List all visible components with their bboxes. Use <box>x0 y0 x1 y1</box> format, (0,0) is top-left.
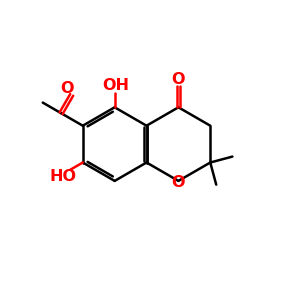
Text: HO: HO <box>49 169 76 184</box>
Text: OH: OH <box>103 78 130 93</box>
Text: O: O <box>172 72 185 87</box>
Text: O: O <box>61 81 74 96</box>
Text: O: O <box>172 175 185 190</box>
